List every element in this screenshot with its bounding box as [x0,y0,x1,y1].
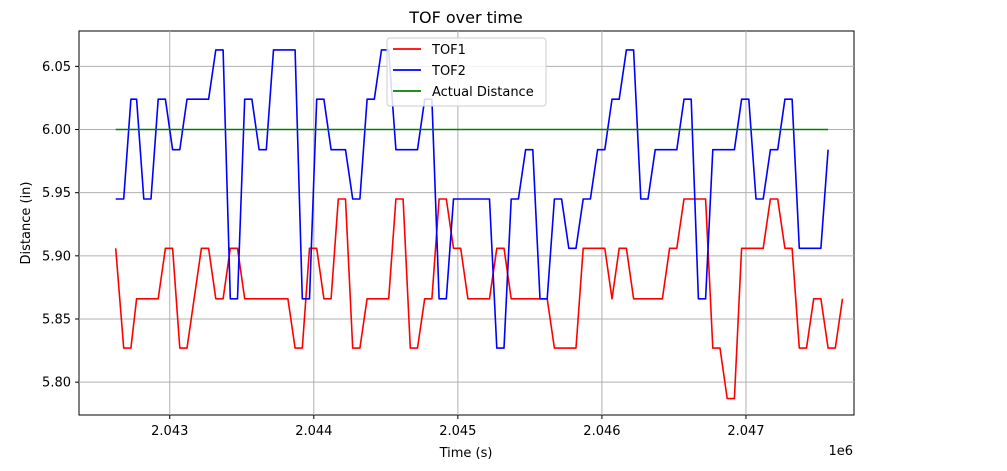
y-tick-label: 6.00 [42,123,71,138]
series-line-tof2 [115,49,829,349]
legend: TOF1 TOF2 Actual Distance [386,37,547,107]
x-axis-label: Time (s) [439,446,493,461]
y-tick-label: 5.85 [42,313,71,328]
y-tick-label: 5.80 [42,376,71,391]
series-lines [114,49,844,400]
x-tick-label: 2.043 [151,424,188,439]
y-axis: 5.80 5.85 5.90 5.95 6.00 6.05 [42,60,79,391]
series-line-tof1 [114,198,844,400]
y-tick-label: 5.90 [42,249,71,264]
legend-frame [386,37,547,107]
legend-label-tof2: TOF2 [431,64,466,79]
x-tick-label: 2.045 [439,424,476,439]
legend-label-tof1: TOF1 [431,43,466,58]
x-tick-label: 2.047 [727,424,764,439]
legend-label-actual-distance: Actual Distance [432,85,534,100]
y-tick-label: 6.05 [42,60,71,75]
chart-title: TOF over time [408,8,523,27]
x-axis-offset-label: 1e6 [828,444,853,459]
y-axis-label: Distance (in) [19,182,34,265]
y-tick-label: 5.95 [42,186,71,201]
x-tick-label: 2.046 [583,424,620,439]
x-axis: 2.043 2.044 2.045 2.046 2.047 [151,415,765,439]
x-tick-label: 2.044 [295,424,332,439]
